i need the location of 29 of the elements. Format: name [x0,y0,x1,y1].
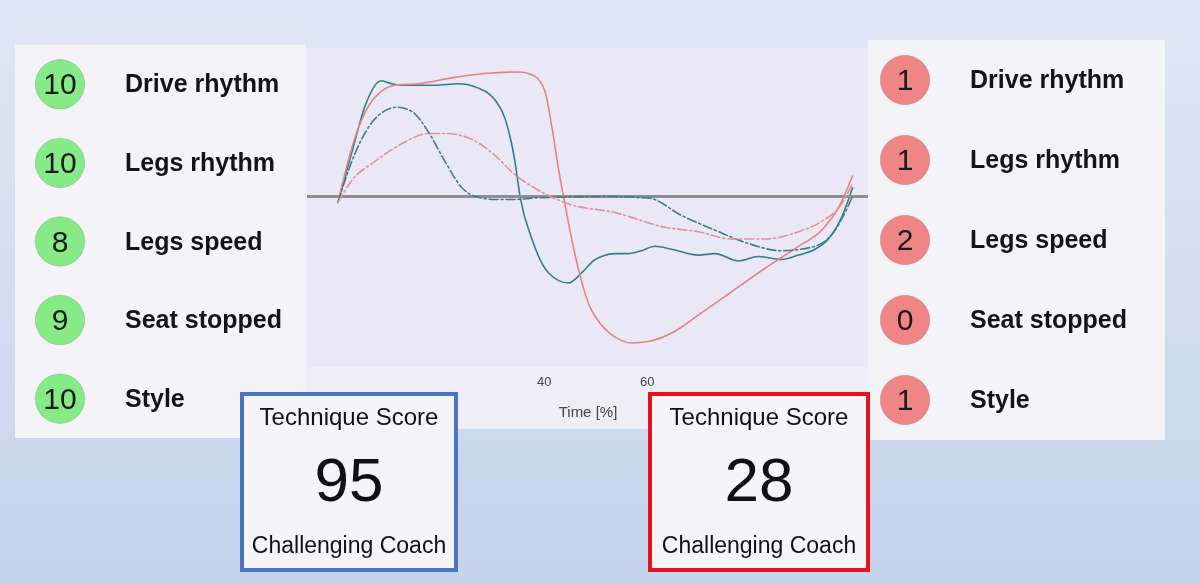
category-label: Seat stopped [125,305,282,334]
category-label: Drive rhythm [125,69,280,98]
data-label: 1 [896,143,914,176]
data-label: 10 [43,381,77,415]
data-label: 95 [314,445,384,514]
data-label: 28 [724,445,794,514]
category-label: Legs rhythm [970,145,1121,173]
category-label: Seat stopped [970,305,1127,333]
x-tick-label: 40 [537,373,552,389]
category-label: Style [125,383,185,412]
category-label: Legs speed [125,226,263,255]
text: Challenging Coach [251,532,447,558]
category-label: Style [970,385,1030,413]
text: Challenging Coach [661,532,857,558]
text: Technique Score [259,403,439,430]
data-label: 1 [896,63,914,96]
data-label: 8 [51,224,69,258]
data-label: 0 [896,303,914,336]
data-label: 2 [896,223,914,256]
x-axis-title: Time [%] [558,402,618,420]
data-label: 10 [43,145,77,179]
data-label: 1 [896,383,914,416]
text: Technique Score [669,403,849,430]
category-label: Legs rhythm [125,147,276,176]
data-label: 9 [51,303,69,337]
data-label: 10 [43,67,77,101]
category-label: Legs speed [970,225,1108,253]
category-label: Drive rhythm [970,65,1125,93]
x-tick-label: 60 [639,373,655,389]
